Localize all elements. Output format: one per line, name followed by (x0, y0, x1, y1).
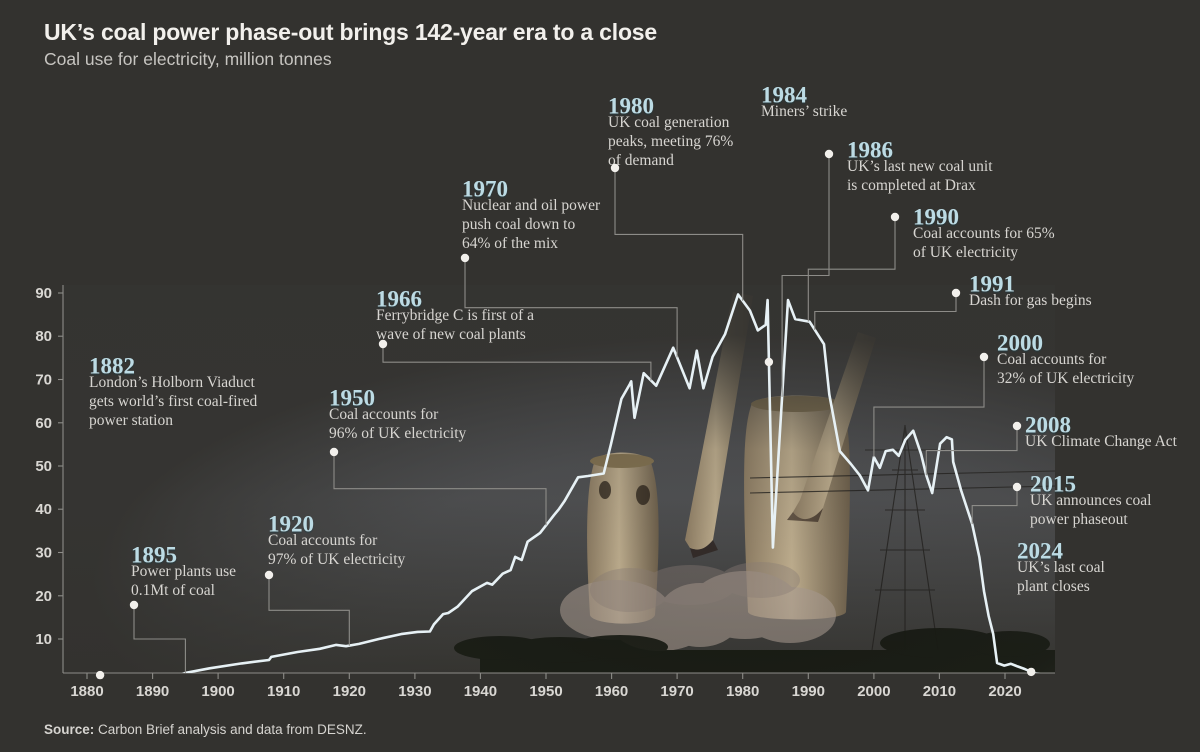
svg-text:60: 60 (35, 415, 52, 432)
svg-text:UK Climate Change Act: UK Climate Change Act (1025, 433, 1178, 450)
svg-text:1940: 1940 (464, 683, 497, 700)
svg-text:UK announces coal: UK announces coal (1030, 492, 1151, 509)
svg-text:30: 30 (35, 545, 52, 562)
svg-text:2020: 2020 (988, 683, 1021, 700)
svg-text:UK’s last coal: UK’s last coal (1017, 559, 1105, 576)
svg-text:80: 80 (35, 328, 52, 345)
svg-text:97% of UK electricity: 97% of UK electricity (268, 551, 406, 568)
svg-text:of UK electricity: of UK electricity (913, 244, 1018, 261)
svg-text:1920: 1920 (333, 683, 366, 700)
svg-text:1980: 1980 (726, 683, 759, 700)
svg-text:Coal accounts for 65%: Coal accounts for 65% (913, 225, 1055, 242)
svg-text:Nuclear and oil power: Nuclear and oil power (462, 197, 601, 214)
svg-text:2000: 2000 (857, 683, 890, 700)
svg-text:1990: 1990 (792, 683, 825, 700)
svg-text:Coal accounts for: Coal accounts for (329, 406, 439, 423)
svg-text:32% of UK electricity: 32% of UK electricity (997, 370, 1135, 387)
svg-text:70: 70 (35, 372, 52, 389)
svg-text:2010: 2010 (923, 683, 956, 700)
svg-text:1890: 1890 (136, 683, 169, 700)
svg-text:Coal accounts for: Coal accounts for (997, 351, 1107, 368)
svg-text:plant closes: plant closes (1017, 578, 1090, 595)
svg-text:1970: 1970 (660, 683, 693, 700)
svg-text:push coal down to: push coal down to (462, 216, 575, 233)
svg-text:40: 40 (35, 501, 52, 518)
svg-text:UK coal generation: UK coal generation (608, 114, 730, 131)
svg-text:peaks, meeting 76%: peaks, meeting 76% (608, 133, 733, 150)
svg-text:10: 10 (35, 631, 52, 648)
svg-text:power phaseout: power phaseout (1030, 511, 1128, 528)
svg-text:90: 90 (35, 285, 52, 302)
svg-text:1930: 1930 (398, 683, 431, 700)
svg-text:UK’s last new coal unit: UK’s last new coal unit (847, 158, 993, 175)
svg-text:20: 20 (35, 588, 52, 605)
svg-text:1950: 1950 (529, 683, 562, 700)
svg-text:London’s Holborn Viaduct: London’s Holborn Viaduct (89, 374, 256, 391)
svg-text:Power plants use: Power plants use (131, 563, 236, 580)
svg-text:Miners’ strike: Miners’ strike (761, 103, 847, 120)
svg-text:1910: 1910 (267, 683, 300, 700)
svg-text:gets world’s first coal-fired: gets world’s first coal-fired (89, 393, 258, 410)
svg-text:0.1Mt of coal: 0.1Mt of coal (131, 582, 215, 599)
svg-text:power station: power station (89, 412, 173, 429)
svg-text:96% of UK electricity: 96% of UK electricity (329, 425, 467, 442)
svg-text:is completed at Drax: is completed at Drax (847, 177, 976, 194)
svg-text:50: 50 (35, 458, 52, 475)
svg-text:64% of the mix: 64% of the mix (462, 235, 558, 252)
svg-text:1880: 1880 (70, 683, 103, 700)
svg-text:1960: 1960 (595, 683, 628, 700)
svg-text:1900: 1900 (201, 683, 234, 700)
svg-text:Dash for gas begins: Dash for gas begins (969, 292, 1092, 309)
svg-text:wave of new coal plants: wave of new coal plants (376, 326, 526, 343)
svg-text:Coal accounts for: Coal accounts for (268, 532, 378, 549)
svg-text:Ferrybridge C is first of a: Ferrybridge C is first of a (376, 307, 534, 324)
